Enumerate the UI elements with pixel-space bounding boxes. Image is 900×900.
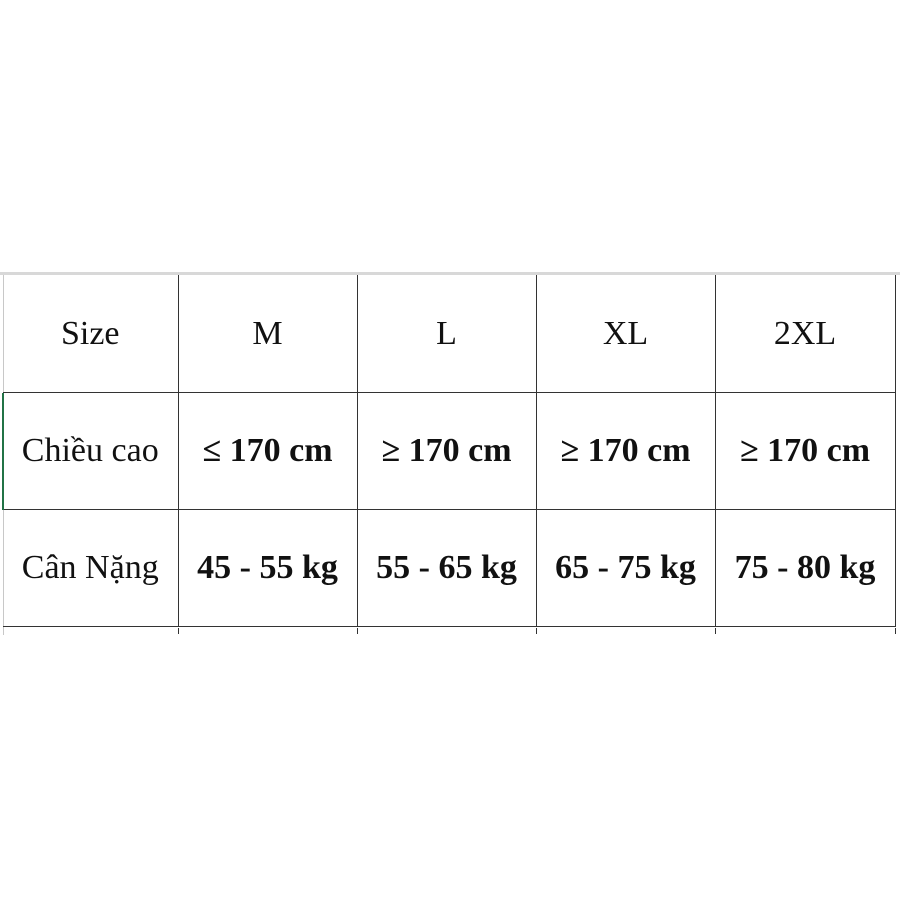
row-header-cell[interactable]: Chiều cao	[3, 392, 179, 510]
table-cell[interactable]: L	[356, 275, 537, 393]
gridline-stub	[178, 628, 179, 634]
gridline-stub	[357, 628, 358, 634]
gridline-stub	[715, 628, 716, 634]
table-row-weight: Cân Nặng 45 - 55 kg 55 - 65 kg 65 - 75 k…	[3, 509, 896, 627]
gridline-stub	[536, 628, 537, 634]
table-cell[interactable]: 2XL	[714, 275, 896, 393]
size-table: Size M L XL 2XL Chiều cao ≤ 170 cm ≥ 170…	[3, 275, 896, 627]
table-cell[interactable]: M	[177, 275, 358, 393]
row-header-cell[interactable]: Cân Nặng	[3, 509, 179, 627]
table-cell[interactable]: 45 - 55 kg	[177, 509, 358, 627]
row-header-cell[interactable]: Size	[3, 275, 179, 393]
table-cell[interactable]: ≤ 170 cm	[177, 392, 358, 510]
table-cell[interactable]: 65 - 75 kg	[535, 509, 716, 627]
table-row-height: Chiều cao ≤ 170 cm ≥ 170 cm ≥ 170 cm ≥ 1…	[3, 392, 896, 510]
gridline-top	[0, 272, 900, 275]
table-cell[interactable]: 55 - 65 kg	[356, 509, 537, 627]
table-cell[interactable]: XL	[535, 275, 716, 393]
table-cell[interactable]: ≥ 170 cm	[714, 392, 896, 510]
cell-selection-border	[2, 393, 4, 510]
table-cell[interactable]: ≥ 170 cm	[535, 392, 716, 510]
table-cell[interactable]: ≥ 170 cm	[356, 392, 537, 510]
table-row-size: Size M L XL 2XL	[3, 275, 896, 393]
table-cell[interactable]: 75 - 80 kg	[714, 509, 896, 627]
gridline-stub	[895, 628, 896, 634]
